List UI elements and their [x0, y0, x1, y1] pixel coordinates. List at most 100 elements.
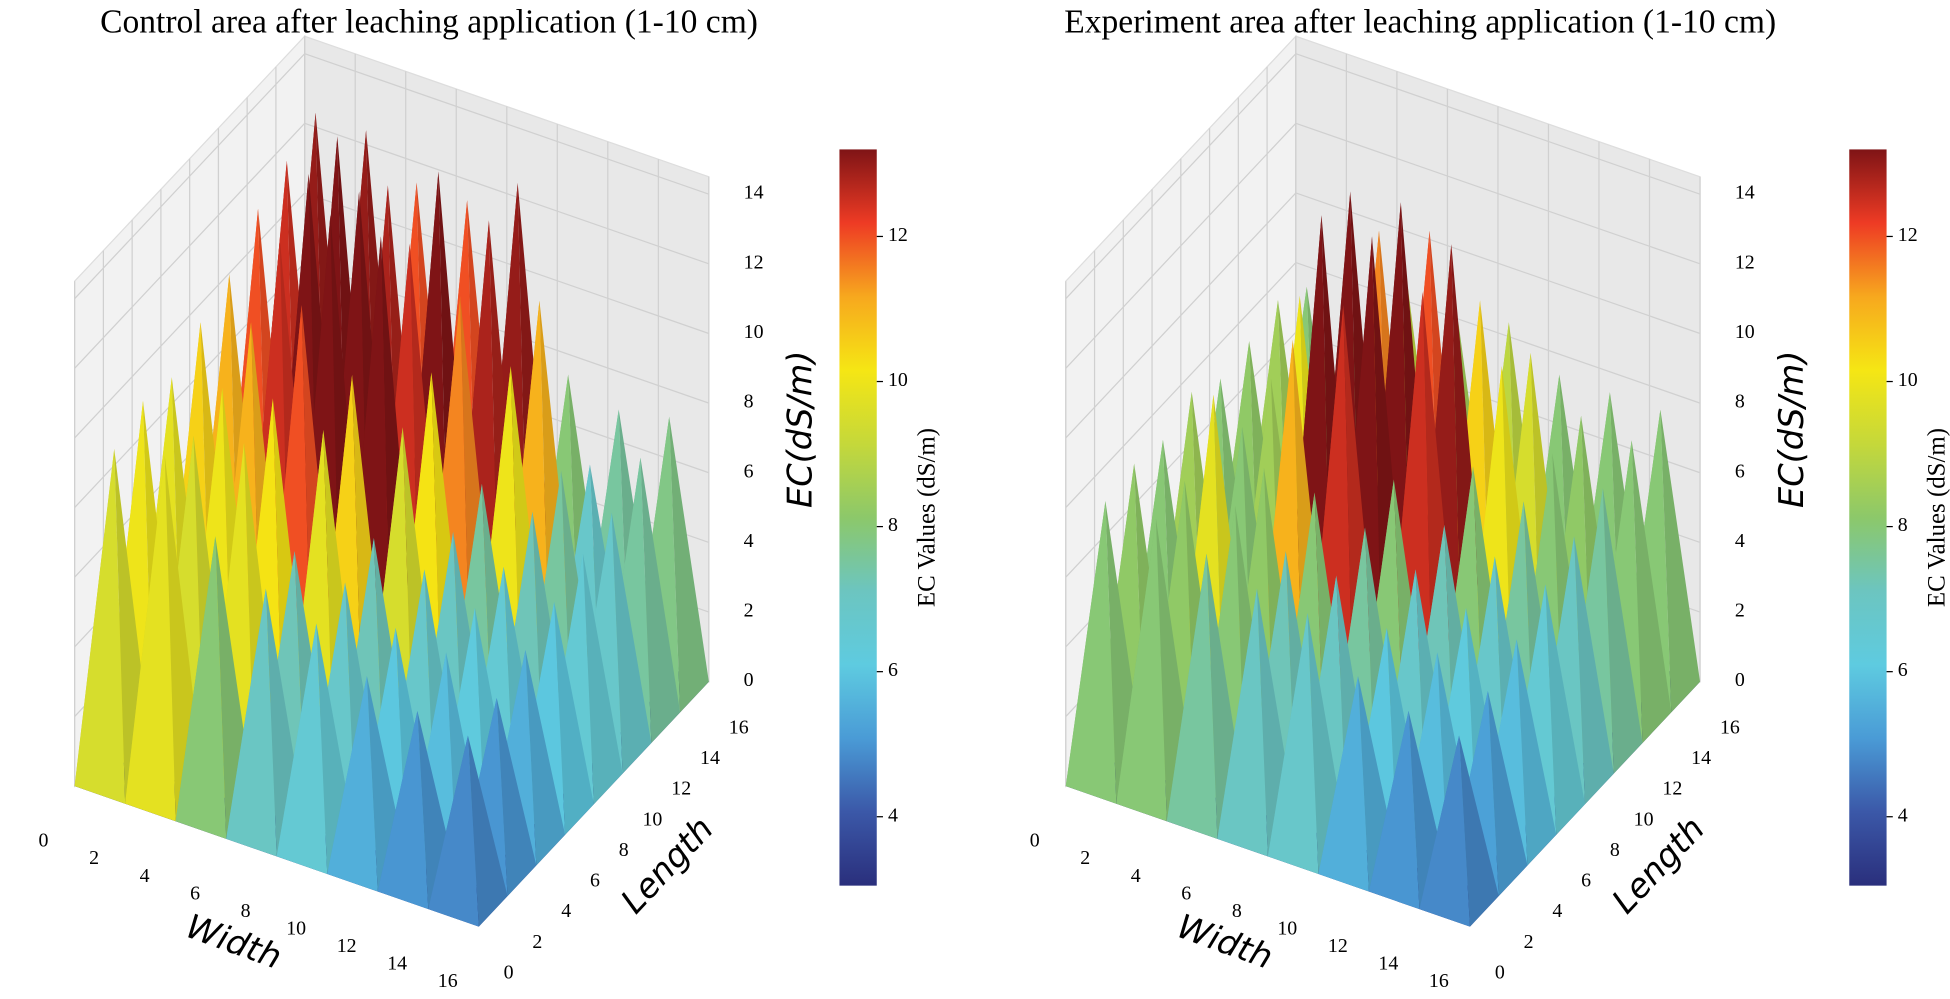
spike — [428, 735, 508, 927]
x-tick-label: 14 — [1378, 953, 1398, 975]
colorbar-label: EC Values (dS/m) — [914, 428, 941, 607]
z-tick-label: 12 — [1735, 251, 1755, 273]
x-tick-label: 8 — [1232, 900, 1242, 922]
spike-face — [1631, 440, 1672, 743]
spike-face — [1065, 501, 1117, 804]
x-tick-label: 12 — [337, 935, 357, 957]
y-tick-label: 14 — [700, 747, 720, 769]
spike-face — [582, 553, 623, 805]
y-tick-label: 12 — [671, 778, 691, 800]
spike-face — [525, 649, 566, 866]
spike-face — [611, 512, 652, 774]
colorbar — [839, 149, 877, 886]
spike — [1116, 518, 1196, 822]
z-tick-label: 0 — [1735, 669, 1745, 691]
spike-face — [74, 448, 126, 804]
spike-face — [377, 710, 429, 910]
x-tick-label: 4 — [1131, 865, 1141, 887]
title: Experiment area after leaching applicati… — [1064, 4, 1776, 41]
colorbar — [1849, 149, 1887, 886]
x-tick-label: 6 — [190, 882, 200, 904]
y-tick-label: 4 — [561, 900, 571, 922]
x-tick-label: 6 — [1181, 882, 1191, 904]
spike-face — [554, 601, 594, 835]
y-tick-label: 10 — [1634, 808, 1654, 830]
y-tick-label: 12 — [1662, 778, 1682, 800]
z-tick-label: 8 — [744, 391, 754, 413]
x-tick-label: 2 — [89, 847, 99, 869]
spike-face — [327, 675, 378, 892]
y-tick-label: 8 — [1610, 839, 1620, 861]
colorbar-tick-label: 8 — [888, 514, 898, 536]
y-tick-label: 2 — [532, 931, 542, 953]
y-axis-label: Length — [1604, 809, 1712, 921]
x-tick-label: 0 — [1030, 830, 1040, 852]
spike-face — [175, 536, 227, 839]
z-tick-label: 10 — [1735, 321, 1755, 343]
z-tick-label: 2 — [744, 600, 754, 622]
spike-face — [1318, 675, 1369, 892]
spike-face — [669, 416, 709, 713]
x-tick-label: 2 — [1080, 847, 1090, 869]
y-tick-label: 10 — [642, 808, 662, 830]
spike-face — [1368, 710, 1420, 910]
spike-face — [1267, 613, 1319, 874]
z-tick-label: 6 — [744, 460, 754, 482]
colorbar-tick-label: 8 — [1898, 514, 1908, 536]
y-tick-label: 16 — [1720, 717, 1740, 739]
spike-face — [1419, 735, 1470, 927]
x-axis-label: Width — [181, 906, 287, 976]
z-tick-label: 0 — [744, 669, 754, 691]
spike-face — [1166, 553, 1218, 839]
colorbar-tick-label: 4 — [888, 804, 898, 826]
spike-face — [640, 457, 681, 743]
x-tick-label: 10 — [286, 918, 306, 940]
y-tick-label: 4 — [1552, 900, 1562, 922]
spike-face — [1660, 409, 1701, 713]
colorbar-tick-label: 10 — [1898, 369, 1918, 391]
spike-face — [1116, 518, 1167, 822]
x-axis-label: Width — [1172, 906, 1278, 976]
spike-face — [226, 588, 277, 857]
z-tick-label: 12 — [744, 251, 764, 273]
z-tick-label: 4 — [744, 530, 754, 552]
y-axis-label: Length — [613, 809, 721, 921]
spike-face — [1217, 588, 1268, 857]
z-tick-label: 14 — [1735, 182, 1755, 204]
colorbar-tick-label: 6 — [1898, 659, 1908, 681]
x-tick-label: 16 — [438, 970, 458, 992]
z-axis-label: EC(dS/m) — [1772, 351, 1811, 508]
z-tick-label: 4 — [1735, 530, 1745, 552]
colorbar-tick-label: 4 — [1898, 804, 1908, 826]
x-tick-label: 14 — [387, 953, 407, 975]
spike — [1419, 735, 1499, 927]
colorbar-label: EC Values (dS/m) — [1924, 428, 1950, 607]
x-tick-label: 12 — [1328, 935, 1348, 957]
spike-face — [1459, 735, 1499, 927]
colorbar-tick-label: 6 — [888, 659, 898, 681]
spike-face — [428, 735, 479, 927]
spike-face — [125, 455, 176, 822]
z-axis-label: EC(dS/m) — [781, 351, 820, 508]
x-tick-label: 0 — [39, 830, 49, 852]
z-tick-label: 14 — [744, 182, 764, 204]
y-tick-label: 0 — [504, 962, 514, 984]
z-tick-label: 8 — [1735, 391, 1745, 413]
y-tick-label: 8 — [619, 839, 629, 861]
y-tick-label: 6 — [1581, 870, 1591, 892]
y-tick-label: 6 — [590, 870, 600, 892]
spike — [377, 710, 458, 910]
spike-face — [276, 623, 328, 874]
z-tick-label: 10 — [744, 321, 764, 343]
spike-face — [1574, 536, 1614, 805]
colorbar-tick-label: 12 — [888, 224, 908, 246]
z-tick-label: 2 — [1735, 600, 1745, 622]
spike-face — [467, 735, 508, 927]
spike-face — [1487, 690, 1528, 897]
z-tick-label: 6 — [1735, 460, 1745, 482]
spike-face — [1545, 584, 1585, 835]
y-tick-label: 14 — [1691, 747, 1711, 769]
